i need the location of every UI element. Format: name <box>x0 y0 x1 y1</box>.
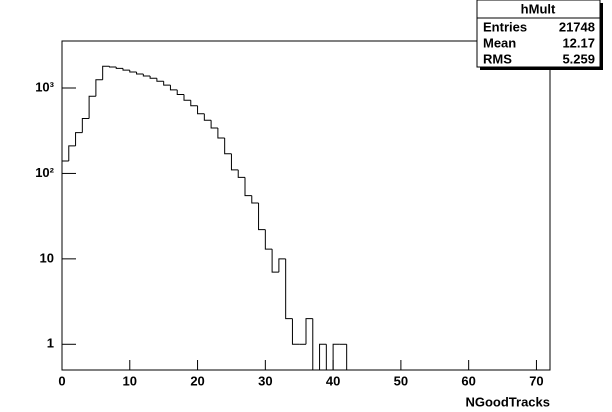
histogram-bin <box>285 258 293 320</box>
histogram-bin <box>237 169 245 178</box>
histogram-bin <box>163 81 171 86</box>
x-tick-label: 50 <box>394 373 408 388</box>
histogram-bin <box>251 195 259 204</box>
histogram-bin <box>122 68 130 71</box>
x-axis-label: NGoodTracks <box>465 394 550 409</box>
stats-title: hMult <box>521 1 556 16</box>
histogram-bin <box>244 177 252 197</box>
histogram-bin <box>61 160 69 370</box>
x-tick-label: 60 <box>461 373 475 388</box>
histogram-bin <box>278 258 286 273</box>
histogram-bin <box>149 76 157 79</box>
histogram-bin <box>305 318 313 345</box>
histogram-bin <box>75 132 83 146</box>
stats-value: 21748 <box>559 19 595 34</box>
histogram-bin <box>271 249 279 273</box>
histogram-bin <box>230 153 239 171</box>
histogram-bin <box>190 100 198 107</box>
stats-label: RMS <box>483 51 512 66</box>
histogram-bin <box>81 117 90 133</box>
histogram-bin <box>217 128 225 139</box>
x-tick-label: 70 <box>529 373 543 388</box>
x-tick-label: 0 <box>58 373 65 388</box>
histogram-bin <box>197 105 205 115</box>
histogram-bin <box>68 145 76 161</box>
histogram-bin <box>176 89 184 95</box>
histogram-bin <box>136 71 144 75</box>
y-tick-label: 10 <box>40 250 54 265</box>
histogram-bin <box>183 94 191 101</box>
histogram-bin <box>291 318 300 345</box>
histogram-bin <box>332 343 340 370</box>
histogram-bin <box>88 95 96 119</box>
histogram-bin <box>319 343 327 370</box>
x-tick-label: 10 <box>123 373 137 388</box>
x-tick-label: 30 <box>258 373 272 388</box>
histogram-bin <box>169 85 178 91</box>
x-tick-label: 40 <box>326 373 340 388</box>
y-tick-label: 1 <box>47 336 54 351</box>
histogram-bin <box>115 67 123 69</box>
y-tick-label: 10² <box>35 165 54 180</box>
stats-value: 5.259 <box>562 51 595 66</box>
stats-label: Mean <box>483 35 516 50</box>
histogram-bin <box>264 229 273 250</box>
histogram-bin <box>312 318 320 371</box>
histogram-bin <box>325 344 334 371</box>
stats-value: 12.17 <box>562 35 595 50</box>
histogram-bin <box>102 65 110 80</box>
histogram-bin <box>346 344 354 371</box>
histogram-bin <box>95 79 103 97</box>
stats-box <box>476 0 601 68</box>
histogram-bin <box>108 66 117 68</box>
stats-label: Entries <box>483 19 527 34</box>
histogram-bin <box>142 73 151 77</box>
histogram-bin <box>156 78 164 82</box>
histogram-bin <box>129 70 137 73</box>
histogram-bin <box>224 137 232 155</box>
histogram-bin <box>258 203 266 231</box>
histogram-bin <box>203 113 212 121</box>
y-tick-label: 10³ <box>35 79 54 94</box>
histogram-bin <box>210 120 218 129</box>
x-tick-label: 20 <box>190 373 204 388</box>
